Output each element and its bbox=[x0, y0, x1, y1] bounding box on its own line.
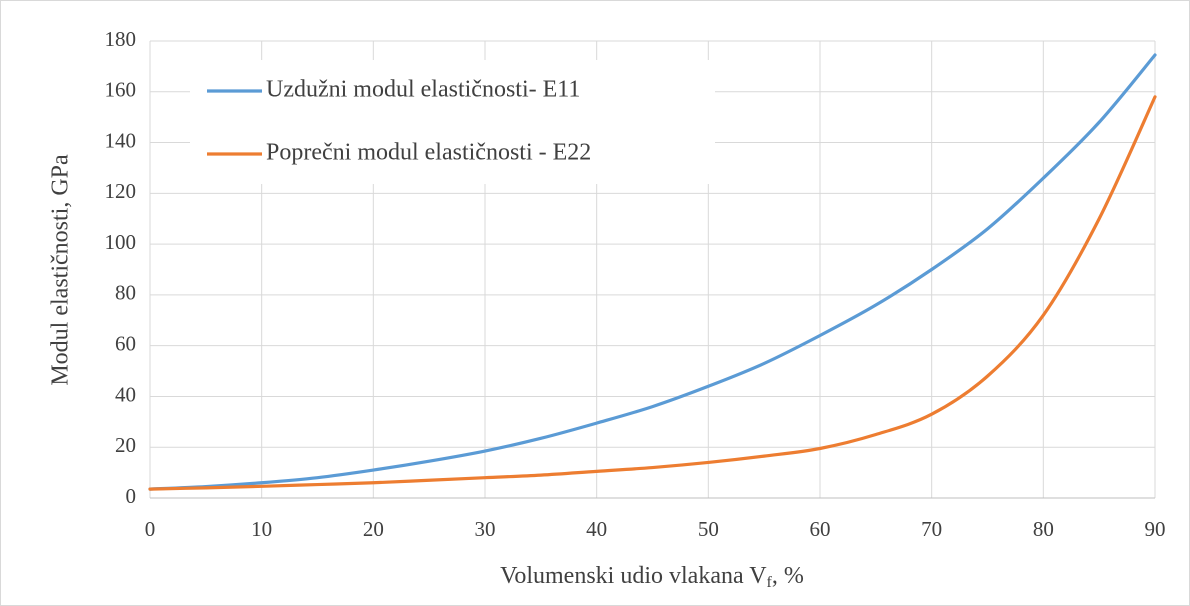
y-tick-label: 140 bbox=[105, 128, 137, 152]
legend-box bbox=[190, 60, 715, 184]
y-axis-title: Modul elastičnosti, GPa bbox=[48, 154, 74, 386]
y-tick-label: 60 bbox=[115, 331, 136, 355]
x-tick-label: 60 bbox=[810, 517, 831, 541]
y-tick-label: 40 bbox=[115, 382, 136, 406]
legend-label: Poprečni modul elastičnosti - E22 bbox=[266, 140, 591, 166]
x-tick-label: 90 bbox=[1145, 517, 1166, 541]
y-tick-label: 120 bbox=[105, 179, 137, 203]
legend-label: Uzdužni modul elastičnosti- E11 bbox=[266, 77, 580, 103]
x-axis-title-subscript: f bbox=[767, 574, 773, 591]
x-tick-label: 0 bbox=[145, 517, 156, 541]
y-tick-label: 180 bbox=[105, 27, 137, 51]
y-tick-label: 20 bbox=[115, 433, 136, 457]
y-tick-label: 100 bbox=[105, 230, 137, 254]
x-tick-label: 50 bbox=[698, 517, 719, 541]
y-tick-label: 0 bbox=[126, 484, 137, 508]
x-tick-label: 70 bbox=[921, 517, 942, 541]
y-tick-label: 160 bbox=[105, 78, 137, 102]
x-tick-label: 10 bbox=[251, 517, 272, 541]
x-axis-title: Volumenski udio vlakana Vf, % bbox=[500, 563, 804, 591]
x-tick-label: 40 bbox=[586, 517, 607, 541]
series-line bbox=[148, 95, 1157, 491]
y-tick-label: 80 bbox=[115, 281, 136, 305]
series-line bbox=[148, 53, 1157, 491]
x-tick-label: 80 bbox=[1033, 517, 1054, 541]
x-axis-title-text: Volumenski udio vlakana V bbox=[500, 563, 767, 589]
x-tick-label: 20 bbox=[363, 517, 384, 541]
x-tick-label: 30 bbox=[475, 517, 496, 541]
x-axis-title-suffix: , % bbox=[772, 563, 804, 589]
